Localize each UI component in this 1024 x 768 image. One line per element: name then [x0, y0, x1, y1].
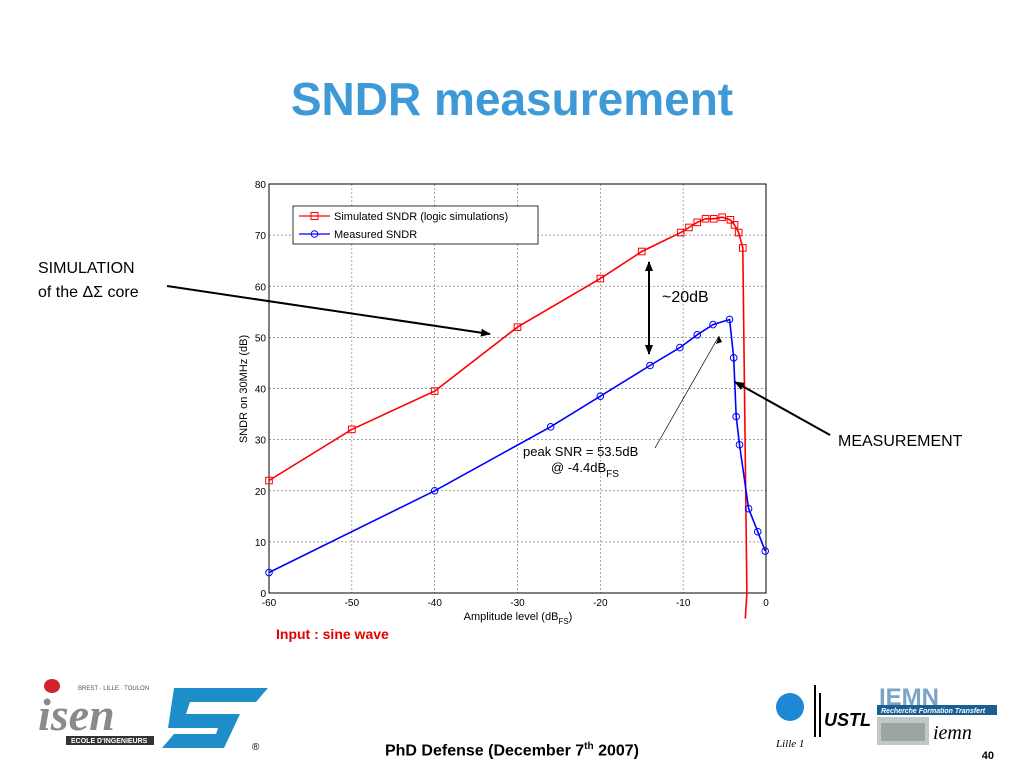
input-note: Input : sine wave	[276, 626, 389, 642]
isen-logo: BREST · LILLE · TOULON isen ECOLE D'INGE…	[38, 679, 154, 745]
series-layer	[265, 213, 769, 619]
x-tick-label: -30	[510, 598, 525, 609]
peak-pointer-line	[654, 335, 720, 449]
peak-pointer-head	[716, 336, 722, 344]
simulated-point	[739, 244, 747, 252]
measured-point	[709, 320, 717, 329]
isen-logo-cities: BREST · LILLE · TOULON	[78, 686, 149, 692]
axis-ticks: -60 -50 -40 -30 -20 -10 0 0 10 20 30 40 50 60 70 80	[255, 180, 769, 609]
simulated-point	[513, 323, 522, 331]
isen-logo-text: isen	[38, 689, 115, 740]
measured-point	[676, 343, 684, 352]
measured-point	[265, 568, 273, 577]
simulated-point	[685, 223, 693, 232]
legend-marker-measured	[310, 230, 319, 238]
x-tick-label: 0	[763, 598, 769, 609]
chart-legend: Simulated SNDR (logic simulations) Measu…	[292, 205, 539, 245]
legend-label-simulated: Simulated SNDR (logic simulations)	[334, 211, 508, 223]
x-tick-label: -40	[427, 598, 442, 609]
simulated-point	[430, 387, 439, 395]
y-tick-label: 60	[255, 282, 267, 293]
iemn-logo-small: iemn	[933, 722, 972, 744]
measured-point	[729, 354, 738, 362]
simulated-point	[730, 221, 739, 229]
simulation-annotation: SIMULATION of the ΔΣ core	[38, 257, 139, 305]
simulated-point	[693, 218, 702, 227]
footer-sup: th	[584, 741, 594, 752]
page-number: 40	[981, 750, 994, 762]
lille-logo-text: Lille 1	[775, 738, 804, 750]
slide-title: SNDR measurement	[290, 73, 734, 125]
peak-snr-level: @ -4.4dBFS	[551, 460, 619, 480]
footer-end: 2007)	[593, 742, 639, 760]
measured-point	[546, 423, 555, 431]
x-tick-label: -60	[262, 598, 277, 609]
x-tick-label: -50	[345, 598, 360, 609]
simulated-point	[596, 274, 605, 283]
footer-main: PhD Defense (December 7	[384, 742, 585, 760]
x-axis-label: Amplitude level (dBFS)	[464, 611, 573, 626]
measurement-annotation: MEASUREMENT	[838, 433, 963, 450]
measured-point	[761, 547, 769, 555]
simulated-point	[710, 214, 718, 223]
st-logo-registered: ®	[252, 742, 260, 753]
peak-snr-level-main: @ -4.4dB	[551, 460, 606, 475]
y-tick-label: 10	[255, 538, 267, 549]
y-tick-label: 50	[255, 333, 267, 344]
y-tick-label: 70	[255, 231, 267, 242]
peak-snr-label: peak SNR = 53.5dB	[523, 444, 638, 459]
simulation-annotation-line1: SIMULATION	[38, 260, 135, 277]
x-tick-label: -10	[676, 598, 691, 609]
measured-point	[430, 486, 439, 495]
measured-point	[596, 392, 605, 400]
simulation-annotation-line2: of the ΔΣ core	[38, 284, 139, 301]
legend-label-measured: Measured SNDR	[334, 229, 417, 241]
simulated-point	[726, 215, 735, 224]
measured-point	[693, 331, 702, 339]
plot-frame	[268, 183, 767, 594]
gap-annotation: ~20dB	[662, 289, 709, 306]
measured-point	[744, 504, 753, 513]
simulated-point	[265, 476, 273, 485]
iemn-logo: IEMN Recherche Formation Transfert iemn	[877, 684, 997, 745]
y-axis-label: SNDR on 30MHz (dB)	[238, 335, 250, 443]
measurement-callout-arrow	[734, 381, 831, 436]
x-tick-label: -20	[593, 598, 608, 609]
y-tick-label: 0	[260, 589, 266, 600]
x-axis-label-sub: FS	[558, 617, 568, 626]
simulated-point	[718, 213, 726, 222]
iemn-logo-sub: Recherche Formation Transfert	[881, 708, 986, 715]
peak-snr-level-sub: FS	[606, 469, 619, 480]
chart-grid	[268, 183, 767, 594]
series-line-simulated	[268, 216, 748, 619]
measured-point	[732, 412, 740, 421]
measured-point	[735, 440, 744, 449]
isen-logo-sub: ECOLE D'INGENIEURS	[71, 738, 148, 745]
simulated-point	[676, 228, 685, 237]
y-tick-label: 20	[255, 487, 267, 498]
simulated-point	[637, 247, 646, 256]
measured-point	[646, 361, 654, 370]
series-line-measured	[268, 318, 766, 574]
ustl-logo: USTL Lille 1	[775, 685, 871, 750]
simulation-callout-arrow	[166, 285, 491, 337]
simulated-point	[348, 425, 356, 434]
simulated-point	[734, 228, 743, 237]
x-axis-label-main: Amplitude level (dB	[464, 611, 559, 623]
ustl-logo-text: USTL	[824, 710, 871, 730]
measured-point	[725, 315, 734, 324]
x-axis-label-end: )	[569, 611, 573, 623]
y-tick-label: 80	[255, 180, 267, 191]
st-logo: ®	[162, 688, 268, 753]
measured-point	[753, 527, 762, 536]
y-tick-label: 30	[255, 436, 267, 447]
y-tick-label: 40	[255, 385, 267, 396]
legend-marker-simulated	[310, 212, 319, 220]
footer-text: PhD Defense (December 7th 2007)	[0, 741, 1024, 760]
simulated-point	[701, 214, 710, 223]
